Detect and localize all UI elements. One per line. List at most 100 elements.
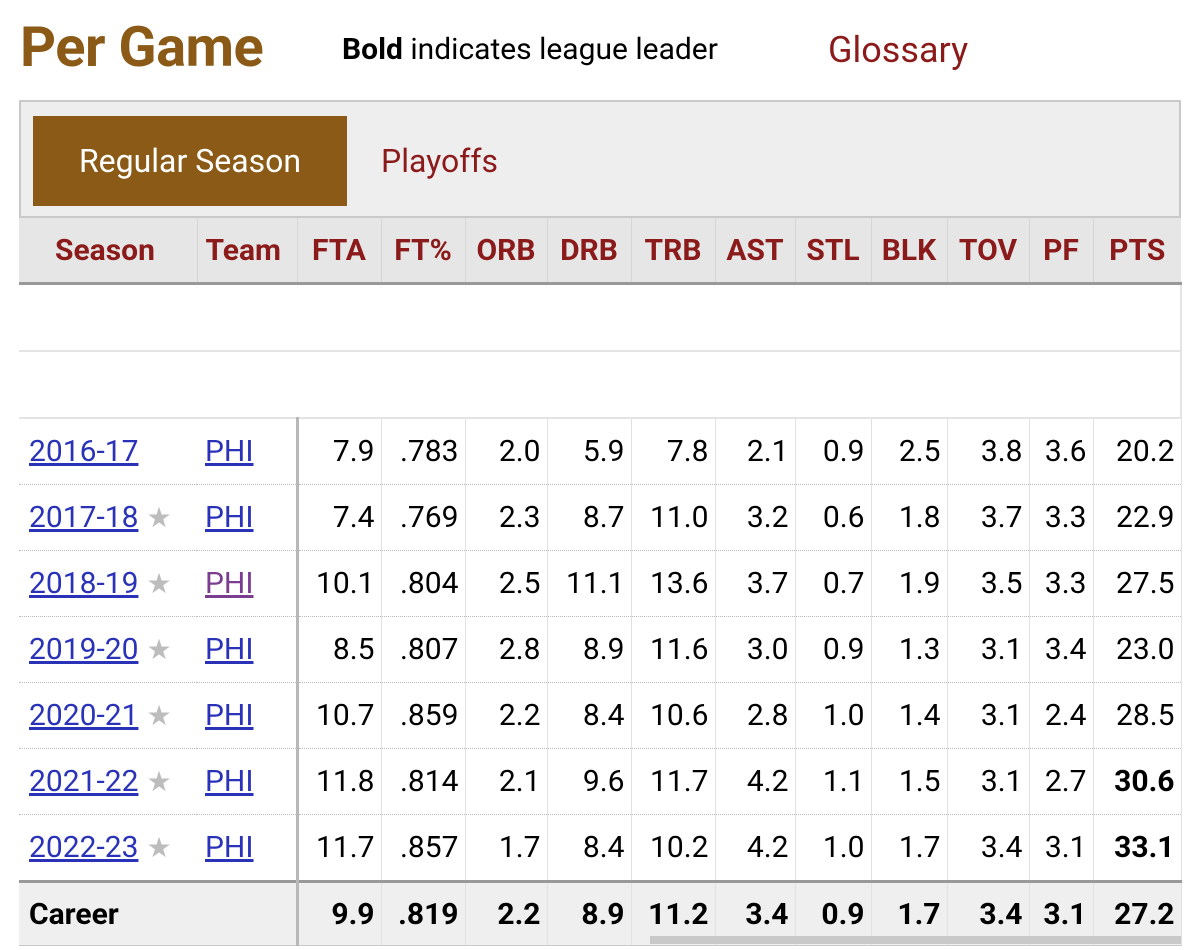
table-row: 2018-19 ★ PHI 10.1.804 2.5 11.1 13.6 3.7 0.7 1.9 3… — [19, 550, 1182, 617]
col-ast[interactable]: AST — [715, 218, 796, 285]
stat-cell-trb: 11.0 — [631, 484, 716, 551]
season-link[interactable]: 2017-18 — [29, 500, 139, 535]
table-row: 2019-20 ★ PHI 8.5.807 2.8 8.9 11.6 3.0 0.9 1.3 3.1… — [19, 616, 1182, 683]
spacer-cell — [19, 351, 197, 419]
team-link[interactable]: PHI — [205, 632, 254, 667]
stat-cell-drb: 8.7 — [547, 484, 632, 551]
stat-cell-fta: 11.7 — [297, 814, 382, 882]
season-link[interactable]: 2016-17 — [29, 434, 139, 469]
col-drb[interactable]: DRB — [547, 218, 632, 285]
stat-cell-trb: 13.6 — [631, 550, 716, 617]
spacer-cell — [297, 351, 381, 419]
tab-bar: Regular Season Playoffs — [19, 100, 1181, 218]
col-season[interactable]: Season — [19, 218, 198, 285]
team-link[interactable]: PHI — [205, 830, 254, 865]
col-ftpct[interactable]: FT% — [381, 218, 466, 285]
col-fta[interactable]: FTA — [297, 218, 382, 285]
stat-cell-pts: 23.0 — [1093, 616, 1182, 683]
team-link[interactable]: PHI — [205, 500, 254, 535]
season-link[interactable]: 2021-22 — [29, 764, 139, 799]
career-stat-stl: 0.9 — [795, 880, 872, 946]
career-stat-tov: 3.4 — [947, 880, 1030, 946]
season-cell: 2016-17 — [19, 418, 197, 485]
spacer-cell — [1093, 351, 1182, 419]
stat-cell-pts: 30.6 — [1093, 748, 1182, 815]
spacer-cell — [795, 351, 871, 419]
stat-cell-tov: 3.4 — [947, 814, 1030, 882]
stat-cell-trb: 7.8 — [631, 418, 716, 485]
team-cell: PHI — [197, 616, 299, 683]
stat-cell-ast: 4.2 — [715, 814, 796, 882]
season-cell: 2019-20 ★ — [19, 616, 197, 683]
tab-playoffs[interactable]: Playoffs — [381, 142, 499, 180]
stat-cell-blk: 1.7 — [871, 814, 948, 882]
table-body: 2016-17 PHI 7.9.783 2.0 5.9 7.8 2.1 0.9 2.5 3.8 3.… — [19, 283, 1182, 946]
season-cell: 2017-18 ★ — [19, 484, 197, 551]
spacer-cell — [871, 351, 947, 419]
spacer-cell — [1093, 283, 1182, 352]
stat-cell-stl: 1.0 — [795, 682, 872, 749]
stat-cell-stl: 1.1 — [795, 748, 872, 815]
team-link[interactable]: PHI — [205, 698, 254, 733]
career-stat-fta: 9.9 — [297, 880, 382, 946]
col-orb[interactable]: ORB — [465, 218, 548, 285]
career-stat-drb: 8.9 — [547, 880, 632, 946]
spacer-cell — [1029, 283, 1093, 352]
career-team-cell — [197, 880, 299, 946]
season-link[interactable]: 2019-20 — [29, 632, 139, 667]
star-icon: ★ — [146, 699, 172, 732]
col-stl[interactable]: STL — [795, 218, 872, 285]
stat-cell-trb: 10.2 — [631, 814, 716, 882]
stat-cell-pf: 3.6 — [1029, 418, 1094, 485]
team-cell: PHI — [197, 682, 299, 749]
stat-cell-blk: 1.8 — [871, 484, 948, 551]
col-pts[interactable]: PTS — [1093, 218, 1181, 285]
page-title: Per Game — [20, 14, 264, 80]
team-cell: PHI — [197, 484, 299, 551]
career-stat-blk: 1.7 — [871, 880, 948, 946]
team-cell: PHI — [197, 550, 299, 617]
stat-cell-fta: 10.1 — [297, 550, 382, 617]
col-trb[interactable]: TRB — [631, 218, 716, 285]
star-icon: ★ — [146, 567, 172, 600]
col-pf[interactable]: PF — [1029, 218, 1094, 285]
spacer-cell — [381, 283, 465, 352]
tab-regular-season[interactable]: Regular Season — [33, 116, 347, 206]
col-team[interactable]: Team — [197, 218, 298, 285]
spacer-row — [19, 283, 1182, 352]
star-icon: ★ — [146, 501, 172, 534]
stat-cell-orb: 2.2 — [465, 682, 548, 749]
spacer-cell — [197, 283, 297, 352]
spacer-cell — [871, 283, 947, 352]
stat-cell-trb: 10.6 — [631, 682, 716, 749]
season-link[interactable]: 2018-19 — [29, 566, 139, 601]
spacer-cell — [947, 283, 1029, 352]
spacer-cell — [795, 283, 871, 352]
season-link[interactable]: 2020-21 — [29, 698, 139, 733]
team-cell: PHI — [197, 748, 299, 815]
col-tov[interactable]: TOV — [947, 218, 1030, 285]
spacer-row — [19, 351, 1182, 419]
table-row: 2020-21 ★ PHI 10.7.859 2.2 8.4 10.6 2.8 1.0 1.4 3.… — [19, 682, 1182, 749]
stat-cell-ftpct: .804 — [381, 550, 466, 617]
team-link[interactable]: PHI — [205, 566, 254, 601]
horizontal-scrollbar[interactable] — [650, 936, 1181, 944]
table-row: 2021-22 ★ PHI 11.8.814 2.1 9.6 11.7 4.2 1.1 1.5 3.… — [19, 748, 1182, 815]
glossary-link[interactable]: Glossary — [828, 29, 969, 71]
stat-cell-fta: 10.7 — [297, 682, 382, 749]
season-cell: 2022-23 ★ — [19, 814, 197, 882]
stat-cell-ast: 2.1 — [715, 418, 796, 485]
stat-cell-ast: 4.2 — [715, 748, 796, 815]
spacer-cell — [19, 283, 197, 352]
season-cell: 2020-21 ★ — [19, 682, 197, 749]
career-stat-pts: 27.2 — [1093, 880, 1182, 946]
career-stat-ftpct: .819 — [381, 880, 466, 946]
team-link[interactable]: PHI — [205, 764, 254, 799]
stat-cell-fta: 7.4 — [297, 484, 382, 551]
season-link[interactable]: 2022-23 — [29, 830, 139, 865]
career-stat-trb: 11.2 — [631, 880, 716, 946]
team-link[interactable]: PHI — [205, 434, 254, 469]
col-blk[interactable]: BLK — [871, 218, 948, 285]
spacer-cell — [381, 351, 465, 419]
career-stat-pf: 3.1 — [1029, 880, 1094, 946]
